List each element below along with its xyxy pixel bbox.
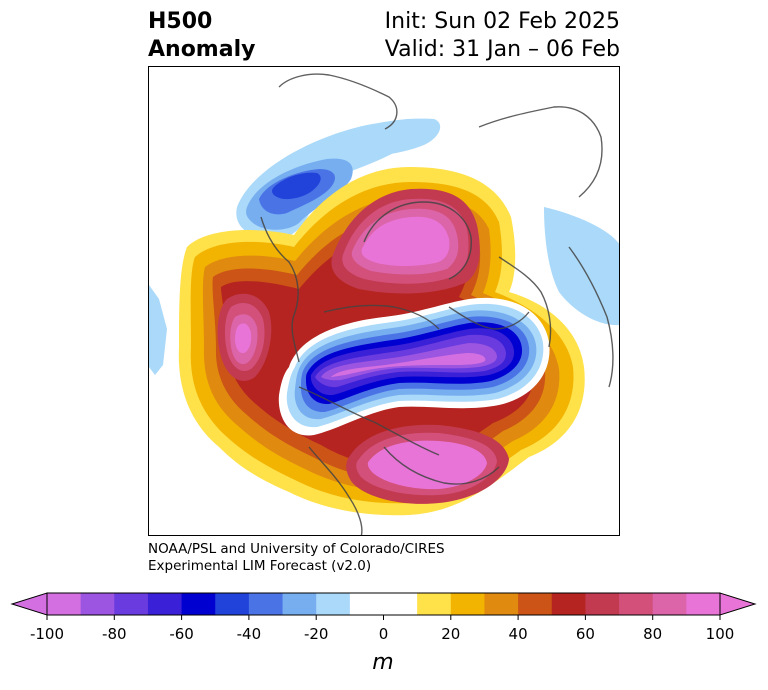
credit-text: NOAA/PSL and University of Colorado/CIRE… — [148, 541, 445, 575]
field-type-label: Anomaly — [148, 37, 256, 62]
colorbar-segment — [147, 593, 183, 615]
positive-anomaly-core-arctic — [331, 188, 480, 294]
positive-anomaly-core-west — [217, 293, 272, 381]
colorbar-segment — [80, 593, 115, 615]
colorbar-tick-label: -20 — [304, 625, 329, 643]
colorbar-tick-label: -40 — [237, 625, 262, 643]
colorbar-segment — [215, 593, 250, 615]
colorbar-segment — [248, 593, 284, 615]
colorbar-ticks: -100 -80 -60 -40 -20 0 20 40 60 80 100 — [30, 615, 734, 643]
variable-label: H500 — [148, 9, 213, 34]
valid-range: Valid: 31 Jan – 06 Feb — [384, 37, 620, 62]
negative-anomaly-west-edge — [149, 285, 167, 375]
colorbar-tick-label: 0 — [379, 625, 389, 643]
colorbar-segment — [484, 593, 519, 615]
negative-anomaly-north — [343, 118, 441, 156]
positive-anomaly-core-south — [346, 424, 509, 504]
colorbar-segment — [551, 593, 586, 615]
colorbar-segment — [450, 593, 486, 615]
colorbar-tick-label: 40 — [509, 625, 528, 643]
colorbar-segment — [47, 593, 82, 615]
colorbar-tick-label: 100 — [706, 625, 735, 643]
negative-anomaly-trough — [286, 303, 544, 428]
forecast-dates: Init: Sun 02 Feb 2025 Valid: 31 Jan – 06… — [385, 8, 620, 64]
colorbar-segment — [585, 593, 620, 615]
map-title: H500 Anomaly — [148, 8, 255, 64]
map-canvas — [149, 73, 619, 535]
colorbar-segment — [349, 593, 385, 615]
colorbar-segment — [316, 593, 351, 615]
colorbar-segment — [417, 593, 452, 615]
colorbar-segment — [518, 593, 553, 615]
colorbar-segment — [619, 593, 654, 615]
anomaly-map — [148, 66, 620, 536]
colorbar-segment — [383, 593, 418, 615]
colorbar-tick-label: 20 — [441, 625, 460, 643]
colorbar-segment — [282, 593, 317, 615]
colorbar-tick-label: -80 — [102, 625, 127, 643]
colorbar-tick-label: 80 — [643, 625, 662, 643]
colorbar-canvas: -100 -80 -60 -40 -20 0 20 40 60 80 100 m — [10, 592, 757, 675]
colorbar-segment — [114, 593, 149, 615]
colorbar-tick-label: -60 — [169, 625, 194, 643]
colorbar-tick-label: -100 — [30, 625, 64, 643]
colorbar-segment — [686, 593, 721, 615]
colorbar: -100 -80 -60 -40 -20 0 20 40 60 80 100 m — [0, 585, 768, 686]
credit-line-2: Experimental LIM Forecast (v2.0) — [148, 558, 372, 574]
colorbar-segment — [652, 593, 687, 615]
colorbar-segments — [47, 593, 721, 615]
colorbar-tick-label: 60 — [576, 625, 595, 643]
colorbar-over-arrow — [719, 592, 757, 616]
coastlines — [260, 73, 614, 535]
colorbar-under-arrow — [10, 592, 48, 616]
colorbar-unit-label: m — [372, 650, 393, 675]
init-date: Init: Sun 02 Feb 2025 — [384, 9, 620, 34]
credit-line-1: NOAA/PSL and University of Colorado/CIRE… — [148, 541, 445, 557]
colorbar-segment — [181, 593, 216, 615]
